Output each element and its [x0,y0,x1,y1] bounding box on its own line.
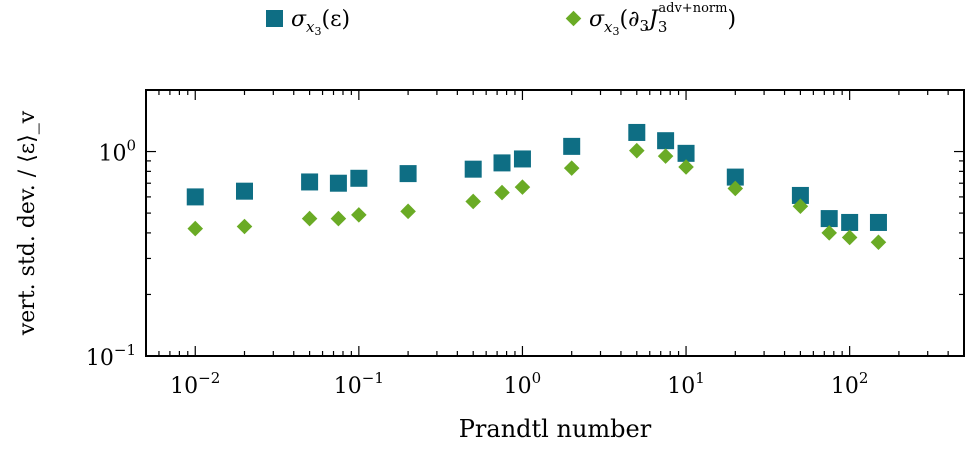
data-point-diamond [821,225,837,241]
legend: σx3(ε) σx3(∂3J3adv+norm) [266,1,736,38]
data-point-square [869,213,887,231]
series-1 [186,123,887,231]
data-point-square [791,186,809,204]
data-point-square [493,154,511,172]
data-point-diamond [657,148,674,164]
data-series [186,123,887,251]
data-point-diamond [514,179,531,195]
data-point-diamond [400,203,416,220]
data-point-square [657,132,675,150]
legend-label-series-1: σx3(ε) [291,7,350,38]
data-point-diamond [841,229,858,246]
data-point-square [841,213,859,231]
data-point-diamond [494,184,510,201]
data-point-diamond [465,193,481,210]
tick-marks [145,89,965,357]
x-tick-label: 100 [504,369,542,399]
legend-marker-diamond [565,10,582,27]
data-point-diamond [351,207,367,223]
data-point-square [563,137,581,155]
data-point-square [677,144,695,162]
data-point-diamond [187,220,204,237]
data-point-square [301,173,319,191]
series-2 [187,142,887,251]
data-point-square [186,188,204,206]
data-point-diamond [792,198,809,215]
data-point-diamond [330,210,347,227]
x-tick-label: 102 [831,369,869,399]
y-tick-label: 10−1 [86,341,136,371]
data-point-square [820,210,838,228]
data-point-square [513,150,531,168]
data-point-diamond [870,234,887,251]
plot-frame [145,89,965,357]
data-point-diamond [629,142,645,159]
data-point-diamond [727,180,744,197]
data-point-square [329,174,347,192]
data-point-square [464,160,482,178]
data-point-diamond [236,218,253,235]
data-point-square [350,169,368,187]
x-tick-label: 10−2 [170,369,220,399]
y-tick-label: 100 [98,137,136,167]
data-point-square [235,182,253,200]
y-axis-title: vert. std. dev. / ⟨ε⟩_v [15,110,40,336]
data-point-square [399,165,417,183]
legend-marker-square [266,10,283,27]
x-axis-title: Prandtl number [459,415,652,443]
legend-item-series-2: σx3(∂3J3adv+norm) [565,1,736,38]
legend-label-series-2: σx3(∂3J3adv+norm) [589,1,736,38]
data-point-square [628,123,646,141]
x-tick-label: 10−1 [334,369,384,399]
data-point-diamond [563,160,580,176]
data-point-square [726,168,744,186]
legend-item-series-1: σx3(ε) [266,7,350,38]
data-point-diamond [301,210,318,227]
tick-labels: 10−2 10−1 100 101 102 10−1 100 [86,137,869,399]
x-tick-label: 101 [667,369,705,399]
